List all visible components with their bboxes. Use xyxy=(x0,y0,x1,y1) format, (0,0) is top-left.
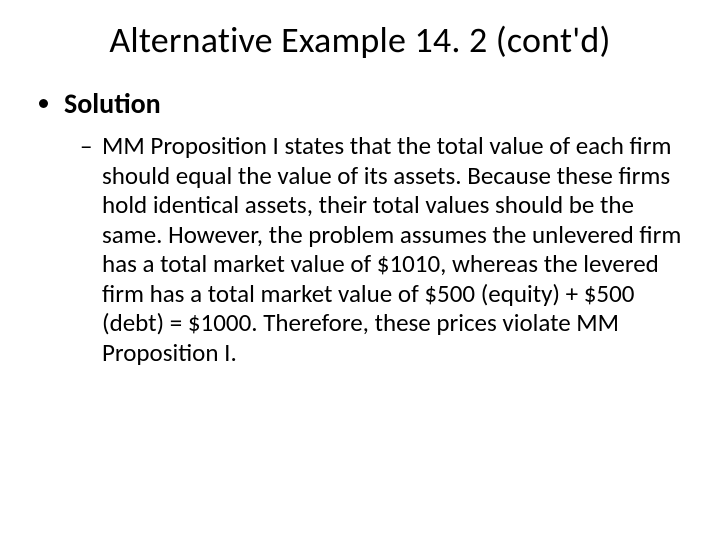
bullet-level1-label: Solution xyxy=(64,86,161,121)
bullet-list-level1: Solution MM Proposition I states that th… xyxy=(36,86,684,367)
slide-title: Alternative Example 14. 2 (cont'd) xyxy=(36,18,684,62)
slide-container: Alternative Example 14. 2 (cont'd) Solut… xyxy=(0,0,720,540)
bullet-level2-text: MM Proposition I states that the total v… xyxy=(102,130,681,368)
bullet-level1-item: Solution MM Proposition I states that th… xyxy=(64,86,684,367)
bullet-list-level2: MM Proposition I states that the total v… xyxy=(64,131,684,367)
bullet-level2-item: MM Proposition I states that the total v… xyxy=(84,131,684,367)
